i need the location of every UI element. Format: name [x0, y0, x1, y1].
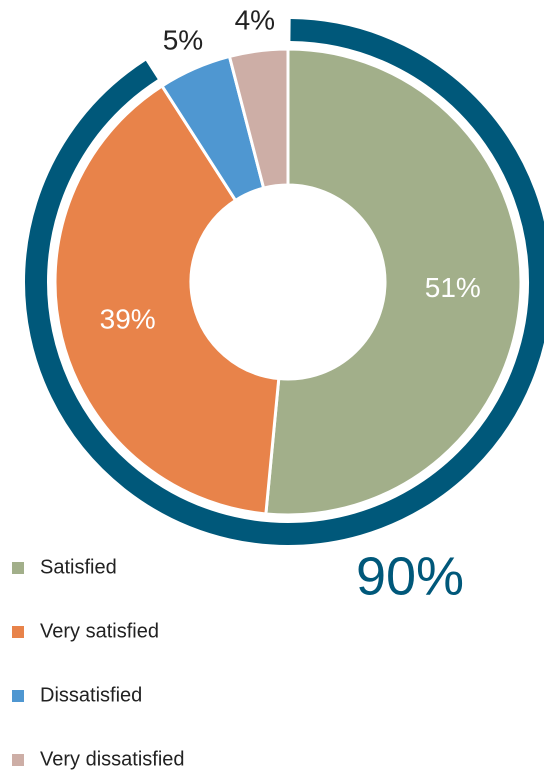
- legend-swatch: [12, 754, 24, 766]
- legend-swatch: [12, 562, 24, 574]
- legend-label: Very satisfied: [40, 620, 159, 642]
- legend-swatch: [12, 626, 24, 638]
- legend-label: Satisfied: [40, 556, 117, 578]
- legend-swatch: [12, 690, 24, 702]
- highlight-label: 90%: [356, 546, 464, 606]
- slice: [53, 83, 281, 516]
- data-label: 4%: [235, 4, 275, 35]
- data-label: 5%: [163, 24, 203, 55]
- highlight-arc: [25, 19, 544, 545]
- slice: [264, 47, 523, 517]
- legend-label: Dissatisfied: [40, 684, 142, 706]
- data-label: 51%: [425, 272, 481, 303]
- data-label: 39%: [100, 303, 156, 334]
- slice: [227, 47, 290, 190]
- legend-label: Very dissatisfied: [40, 748, 185, 770]
